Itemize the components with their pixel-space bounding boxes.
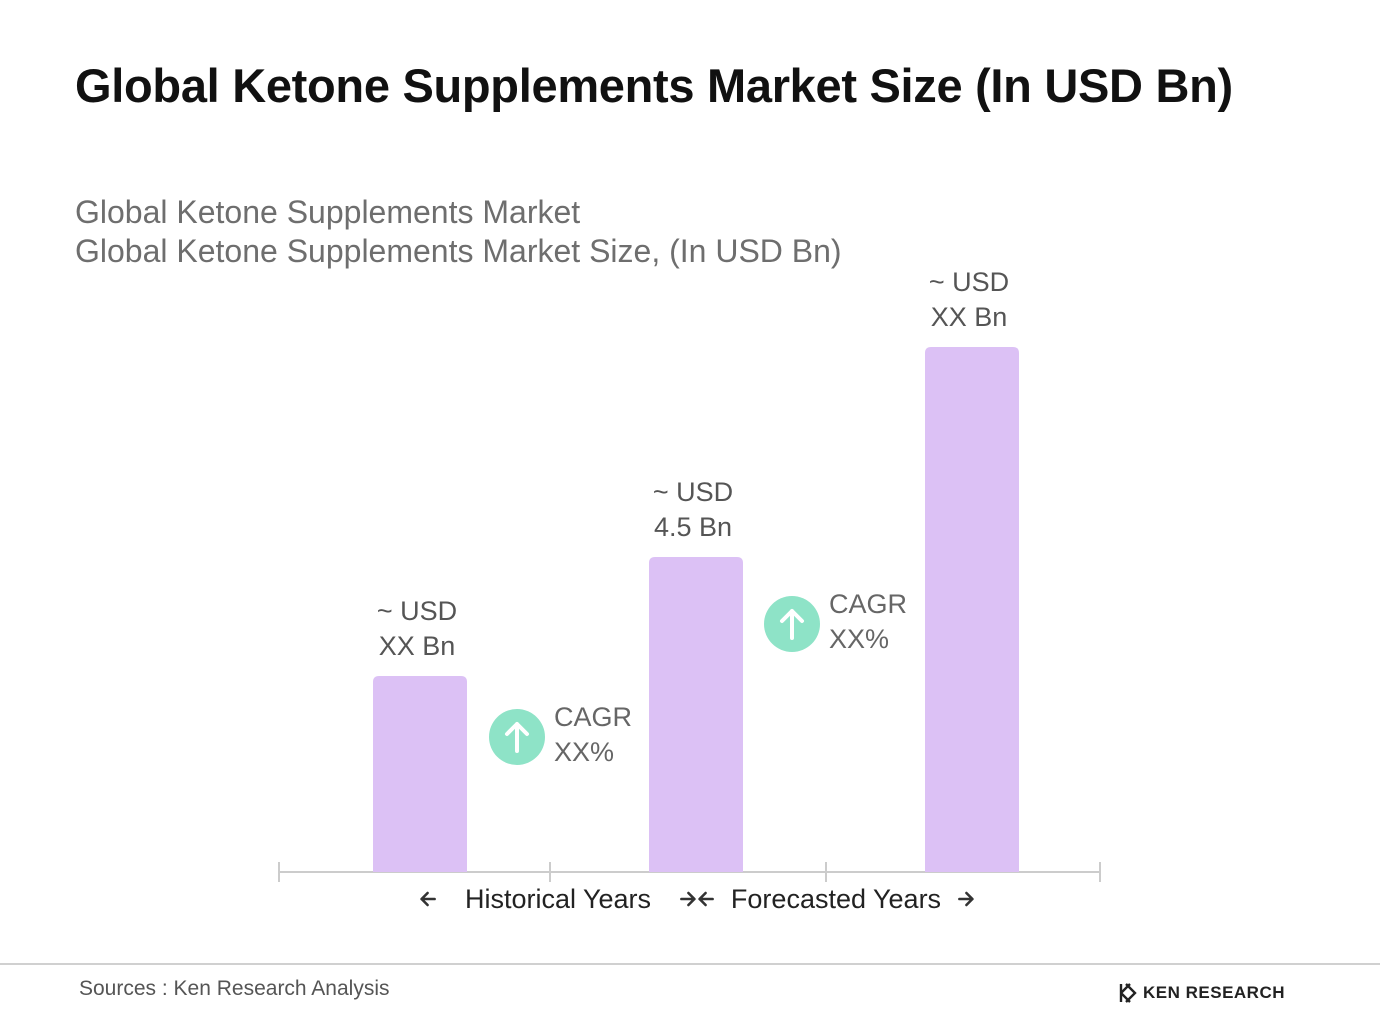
ken-research-logo: KEN RESEARCH <box>1119 981 1285 1005</box>
cagr-label: CAGR <box>829 589 907 619</box>
chart-subtitle-units: Global Ketone Supplements Market Size, (… <box>75 233 842 269</box>
arrow-up-icon <box>505 722 529 753</box>
source-note: Sources : Ken Research Analysis <box>79 977 390 1000</box>
period-label: Historical Years <box>465 884 651 914</box>
logo-text: KEN RESEARCH <box>1143 983 1286 1002</box>
bar-chart: ~ USD XX Bn ~ USD 4.5 Bn ~ USD XX Bn CAGR XX% C… <box>278 267 1101 914</box>
bar <box>925 347 1019 872</box>
bar-data-label: ~ USD <box>929 267 1009 297</box>
footer-divider <box>0 963 1380 965</box>
arrow-up-icon <box>780 609 804 640</box>
page-title: Global Ketone Supplements Market Size (I… <box>75 59 1233 112</box>
bar-data-label: XX Bn <box>931 302 1008 332</box>
bar-data-label: XX Bn <box>379 631 456 661</box>
arrow-right-icon <box>680 891 696 907</box>
bar-data-label: ~ USD <box>653 477 733 507</box>
cagr-label: XX% <box>554 737 614 767</box>
cagr-label: CAGR <box>554 702 632 732</box>
cagr-label: XX% <box>829 624 889 654</box>
period-label: Forecasted Years <box>731 884 941 914</box>
arrow-left-icon <box>698 891 714 907</box>
logo-icon <box>1119 983 1137 1003</box>
bar <box>373 676 467 872</box>
arrow-right-icon <box>958 891 974 907</box>
chart-subtitle: Global Ketone Supplements Market <box>75 194 581 230</box>
arrow-left-icon <box>420 891 436 907</box>
bar-data-label: ~ USD <box>377 596 457 626</box>
bar <box>649 557 743 872</box>
bar-data-label: 4.5 Bn <box>654 512 732 542</box>
